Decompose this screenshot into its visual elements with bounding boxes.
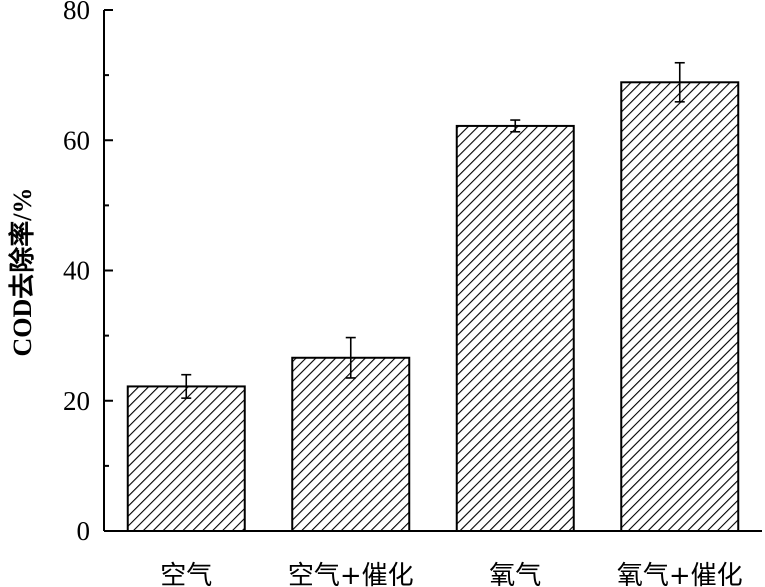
x-category-label: 空气 [160, 561, 212, 587]
y-axis-label: COD去除率/% [7, 187, 37, 356]
bar-2 [291, 356, 411, 532]
x-category-label: 氧气 [489, 561, 541, 587]
y-tick-label: 60 [63, 125, 90, 155]
bars-group [126, 81, 740, 533]
error-bars-group [181, 61, 685, 399]
bar-4 [620, 81, 740, 532]
y-ticks-group: 0 20 40 60 80 [63, 0, 113, 546]
y-tick-label: 0 [77, 516, 91, 546]
y-tick-label: 40 [63, 256, 90, 286]
bar-1 [126, 385, 246, 532]
bar-3 [455, 124, 575, 533]
y-tick-label: 80 [63, 0, 90, 25]
x-labels-group: 空气 空气+催化 氧气 氧气+催化 [160, 561, 742, 587]
x-category-label: 氧气+催化 [617, 561, 743, 587]
y-tick-label: 20 [63, 386, 90, 416]
x-category-label: 空气+催化 [288, 561, 414, 587]
